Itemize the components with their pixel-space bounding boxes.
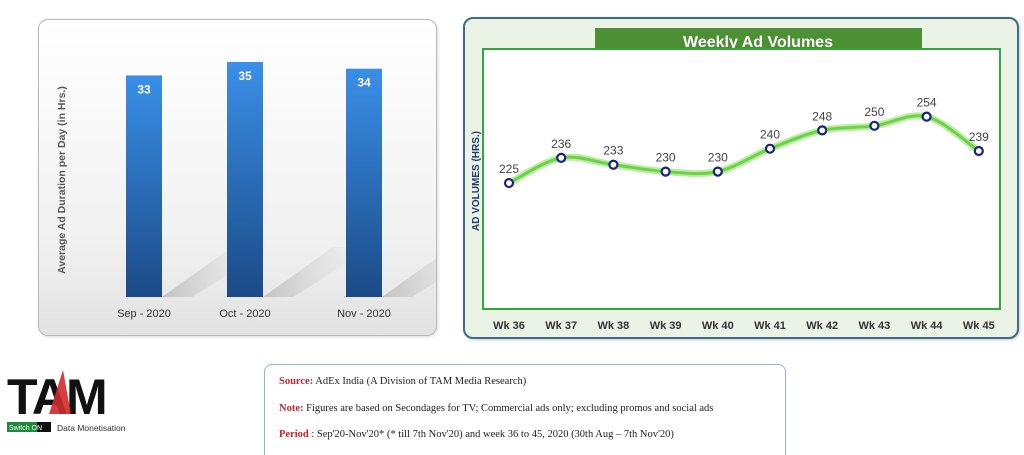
- x-tick-label: Wk 44: [911, 320, 944, 332]
- x-tick-label: Wk 39: [650, 320, 682, 332]
- bar-value-label: 34: [357, 76, 371, 90]
- notes-box: Source: AdEx India (A Division of TAM Me…: [264, 364, 786, 455]
- data-value-label: 233: [603, 144, 623, 158]
- x-tick-label: Wk 45: [963, 320, 995, 332]
- line-chart: Weekly Ad Volumes AD VOLUMES (HRS.) 225 W…: [471, 28, 1001, 332]
- data-value-label: 230: [656, 151, 676, 165]
- x-tick-label: Wk 43: [859, 320, 891, 332]
- bar-category-label: Oct - 2020: [219, 308, 270, 320]
- source-text: AdEx India (A Division of TAM Media Rese…: [315, 376, 527, 387]
- series-line: [507, 114, 981, 185]
- tam-logo: TAM Switch ON Data Monetisation: [5, 362, 135, 442]
- data-value-label: 225: [499, 162, 519, 176]
- data-value-label: 250: [864, 105, 884, 119]
- bar-shadow: [382, 247, 492, 297]
- period-line: Period : Sep'20-Nov'20* (* till 7th Nov'…: [279, 429, 674, 440]
- x-tick-label: Wk 38: [598, 320, 630, 332]
- bar-value-label: 33: [137, 82, 151, 96]
- data-point: [869, 120, 880, 131]
- bar-category-label: Sep - 2020: [117, 308, 171, 320]
- period-label: Period: [279, 429, 309, 440]
- data-point: [764, 143, 776, 154]
- data-point: [712, 166, 723, 177]
- bar-y-axis-label: Average Ad Duration per Day (in Hrs.): [56, 86, 68, 274]
- data-point: [608, 159, 619, 170]
- data-value-label: 240: [760, 128, 780, 142]
- source-label: Source:: [279, 376, 314, 387]
- note-label: Note:: [279, 403, 304, 414]
- data-point: [817, 125, 828, 136]
- period-text: : Sep'20-Nov'20* (* till 7th Nov'20) and…: [311, 429, 674, 440]
- x-tick-label: Wk 40: [702, 320, 734, 332]
- x-tick-label: Wk 41: [754, 320, 786, 332]
- data-value-label: 248: [812, 109, 832, 123]
- data-point: [503, 177, 515, 189]
- bar-chart: Average Ad Duration per Day (in Hrs.) 33…: [56, 62, 492, 320]
- bar-shadow: [263, 247, 373, 297]
- line-chart-title: Weekly Ad Volumes: [683, 34, 833, 51]
- line-chart-panel: Weekly Ad Volumes AD VOLUMES (HRS.) 225 W…: [463, 17, 1019, 339]
- x-tick-label: Wk 42: [806, 320, 838, 332]
- note-line: Note: Figures are based on Secondages fo…: [279, 403, 713, 414]
- bar-category-label: Nov - 2020: [337, 308, 391, 320]
- logo-switch-on: Switch ON: [9, 425, 42, 432]
- line-y-axis-label: AD VOLUMES (HRS.): [471, 131, 482, 231]
- bar-chart-panel: Average Ad Duration per Day (in Hrs.) 33…: [38, 19, 492, 336]
- data-point: [921, 111, 932, 122]
- data-value-label: 239: [969, 130, 989, 144]
- logo-tagline: Data Monetisation: [57, 423, 126, 433]
- x-tick-label: Wk 37: [545, 320, 577, 332]
- bar: [126, 75, 162, 297]
- bar-value-label: 35: [238, 69, 252, 83]
- data-value-label: 236: [551, 137, 571, 151]
- data-point: [973, 145, 984, 157]
- source-line: Source: AdEx India (A Division of TAM Me…: [279, 376, 526, 387]
- data-value-label: 230: [708, 151, 728, 165]
- data-point: [660, 166, 671, 177]
- note-text: Figures are based on Secondages for TV; …: [306, 403, 714, 414]
- bar: [346, 68, 382, 297]
- x-tick-label: Wk 36: [493, 320, 525, 332]
- bar: [227, 62, 263, 297]
- plot-area: [482, 48, 1001, 310]
- data-point: [556, 152, 567, 163]
- data-value-label: 254: [917, 96, 937, 110]
